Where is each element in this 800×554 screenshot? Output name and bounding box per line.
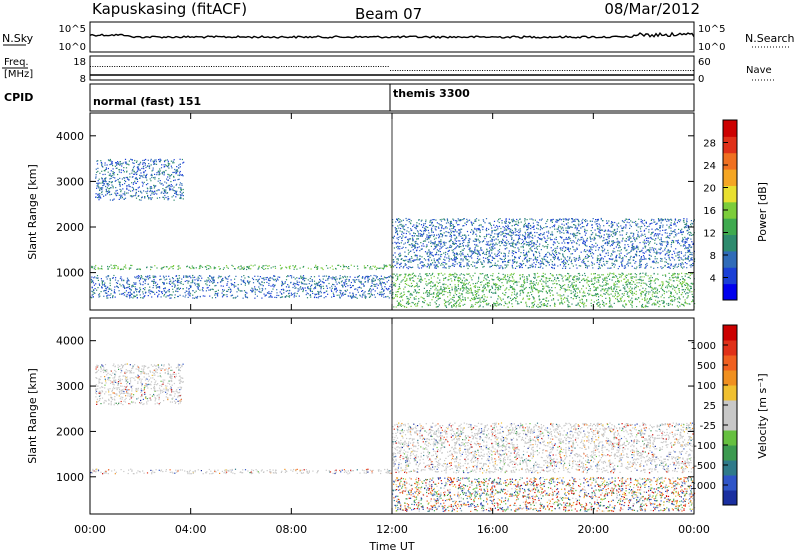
colorbar-tick-label: 500: [697, 361, 716, 372]
colorbar-tick-label: 16: [703, 206, 716, 217]
colorbar-swatch: [723, 185, 737, 203]
x-tick-label: 12:00: [376, 523, 408, 536]
power-ylabel: Slant Range [km]: [26, 164, 39, 260]
x-tick-label: 00:00: [74, 523, 106, 536]
nave-label: Nave: [746, 65, 772, 76]
colorbar-swatch: [723, 430, 737, 446]
x-tick-label: 04:00: [175, 523, 207, 536]
y-tick-label: 1000: [56, 471, 84, 484]
y-tick-label: 2000: [56, 425, 84, 438]
nave-tick-bottom: 0: [698, 74, 704, 85]
colorbar-swatch: [723, 152, 737, 170]
power-panel: 4000 3000 2000 1000 Slant Range [km]: [26, 112, 696, 311]
colorbar-tick-label: -25: [700, 421, 716, 432]
colorbar-tick-label: -1000: [687, 481, 716, 492]
colorbar-swatch: [723, 370, 737, 386]
cpid-label: CPID: [4, 91, 33, 104]
colorbar-tick-label: 20: [703, 184, 716, 195]
date-title: 08/Mar/2012: [604, 0, 700, 18]
y-tick-label: 3000: [56, 380, 84, 393]
velocity-ylabel: Slant Range [km]: [26, 368, 39, 464]
colorbar-tick-label: 100: [697, 381, 716, 392]
y-tick-label: 4000: [56, 130, 84, 143]
cpid-mode-themis: themis 3300: [393, 87, 470, 100]
colorbar-swatch: [723, 415, 737, 431]
freq-unit-label: [MHz]: [4, 69, 33, 80]
colorbar-tick-label: 25: [703, 401, 716, 412]
colorbar-swatch: [723, 218, 737, 236]
colorbar-swatch: [723, 385, 737, 401]
colorbar-tick-label: -500: [693, 461, 716, 472]
colorbar-swatch: [723, 250, 737, 268]
colorbar-swatch: [723, 355, 737, 371]
power-colorbar-label: Power [dB]: [756, 182, 769, 242]
colorbar-swatch: [723, 169, 737, 186]
colorbar-swatch: [723, 340, 737, 356]
colorbar-swatch: [723, 460, 737, 476]
colorbar-tick-label: 8: [710, 251, 716, 262]
colorbar-swatch: [723, 325, 737, 341]
noise-tick-left-top: 10^5: [59, 24, 86, 35]
power-colorbar: 28 24 20 16 12 8 4: [703, 119, 738, 301]
colorbar-swatch: [723, 400, 737, 416]
noise-sky-label: N.Sky: [2, 32, 34, 45]
x-axis-label: Time UT: [368, 540, 414, 553]
colorbar-tick-label: 28: [703, 139, 716, 150]
velocity-colorbar: 1000 500 100 25 -25 -100 -500 -1000: [687, 324, 738, 506]
beam-title: Beam 07: [355, 5, 422, 23]
cpid-panel: CPID normal (fast) 151 themis 3300: [4, 83, 695, 112]
cpid-mode-normal: normal (fast) 151: [93, 95, 201, 108]
freq-tick-top: 18: [73, 57, 86, 68]
x-tick-label: 00:00: [678, 523, 710, 536]
noise-tick-right-top: 10^5: [698, 24, 725, 35]
x-axis: 00:00 04:00 08:00 12:00 16:00 20:00 00:00: [74, 113, 710, 536]
colorbar-tick-label: 4: [710, 274, 716, 285]
x-tick-label: 20:00: [577, 523, 609, 536]
colorbar-tick-label: 24: [703, 161, 716, 172]
colorbar-swatch: [723, 475, 737, 491]
colorbar-swatch: [723, 136, 737, 154]
colorbar-swatch: [723, 267, 737, 285]
velocity-colorbar-label: Velocity [m s⁻¹]: [756, 373, 769, 458]
colorbar-swatch: [723, 445, 737, 461]
nave-tick-top: 60: [698, 57, 711, 68]
noise-search-label: N.Search: [745, 32, 795, 45]
noise-tick-left-bottom: 10^0: [59, 42, 86, 53]
freq-tick-bottom: 8: [80, 74, 86, 85]
colorbar-tick-label: 1000: [691, 341, 716, 352]
freq-panel: Freq. [MHz] 18 8 60 0 Nave: [2, 55, 775, 85]
colorbar-tick-label: -100: [693, 441, 716, 452]
colorbar-swatch: [723, 201, 737, 219]
noise-panel: N.Sky 10^5 10^0 10^5 10^0 N.Search: [2, 21, 795, 53]
x-tick-label: 16:00: [477, 523, 509, 536]
y-tick-label: 2000: [56, 221, 84, 234]
colorbar-swatch: [723, 120, 737, 137]
y-tick-label: 4000: [56, 335, 84, 348]
noise-tick-right-bottom: 10^0: [698, 42, 725, 53]
y-tick-label: 3000: [56, 175, 84, 188]
station-title: Kapuskasing (fitACF): [92, 0, 247, 18]
colorbar-swatch: [723, 234, 737, 252]
colorbar-swatch: [723, 490, 737, 506]
x-tick-label: 08:00: [275, 523, 307, 536]
velocity-panel: 4000 3000 2000 1000 Slant Range [km]: [26, 317, 696, 515]
colorbar-swatch: [723, 283, 737, 301]
freq-label: Freq.: [4, 57, 29, 68]
y-tick-label: 1000: [56, 267, 84, 280]
colorbar-tick-label: 12: [703, 229, 716, 240]
